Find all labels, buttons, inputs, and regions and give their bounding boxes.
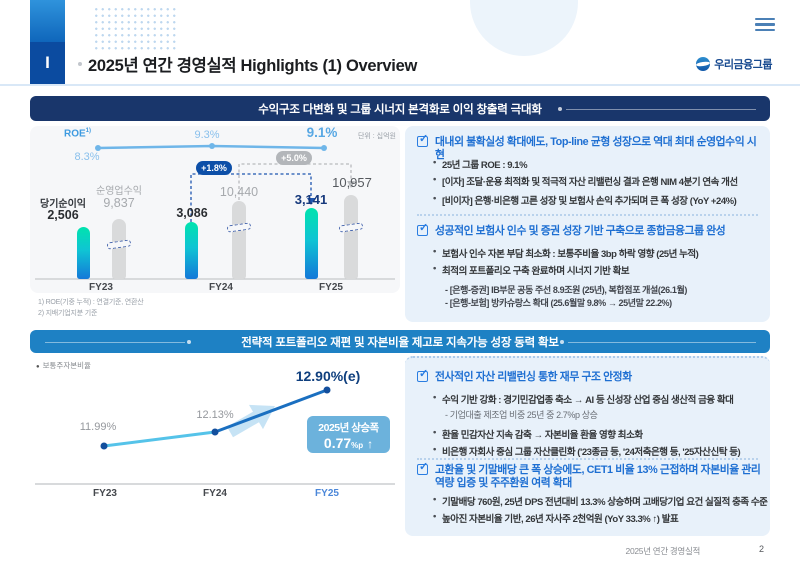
bullet: [이자] 조달·운용 최적화 및 적극적 자산 리밸런싱 결과 은행 NIM 4… [433,174,764,188]
roe-fy25: 9.1% [306,125,338,140]
page-number: 2 [758,544,764,554]
chart-panel-earnings [30,126,400,293]
rise-badge: 2025년 상승폭 0.77%p ↑ [307,416,390,453]
rise-badge-title: 2025년 상승폭 [318,422,379,434]
dot-pattern-decoration [93,6,177,53]
bar-revenue-fy23 [112,219,126,279]
section-tab-top [30,0,65,42]
cet1-fy24: 12.13% [196,409,234,421]
bullet: [비이자] 은행·비은행 고른 성장 및 보험사 손익 추가되며 큰 폭 성장 … [433,193,764,207]
badge-revenue-yoy: +5.0% [276,151,312,165]
series-revenue-label: 순영업수익 [96,186,142,197]
sub-bullet: - [은행-증권] IB부문 공동 주선 8.9조원 (25년), 복합점포 개… [445,285,687,295]
value-net-income-fy23: 2,506 [47,208,79,222]
series-net-income-label: 당기순이익 [40,199,86,210]
net-income-yoy-connector [190,173,312,222]
cat-fy25: FY25 [319,282,343,293]
bar-net-income-fy23 [77,227,90,279]
banner-deco-line [45,341,185,343]
value-net-income-fy24: 3,086 [176,206,208,220]
bullet: 비은행 자회사 중심 그룹 자산클린화 ('23종금 등, '24저축은행 등,… [433,444,764,458]
bullet: 환율 민감자산 지속 감축 → 자본비율 환율 영향 최소화 [433,427,764,441]
cat-fy24: FY24 [209,282,233,293]
sub-bullet: - 기업대출 제조업 비중 25년 중 2.7%p 상승 [445,410,598,420]
dotted-separator [417,458,758,460]
check-icon [417,460,428,475]
bullet: 보험사 인수 자본 부담 최소화 : 보통주비율 3bp 하락 영향 (25년 … [433,246,764,260]
badge-net-income-yoy: +1.8% [196,161,232,175]
highlight-panel-1: 대내외 불확실성 확대에도, Top-line 균형 성장으로 역대 최대 순영… [405,126,770,322]
footnote-1: 1) ROE(기중 누적) : 연결기준, 연환산 [38,299,144,306]
check-icon [417,221,428,236]
title-bullet-dot [78,62,82,66]
header-divider [0,84,800,86]
cat2-fy24: FY24 [203,488,227,499]
dotted-separator [417,214,758,216]
banner-section-1: 수익구조 다변화 및 그룹 시너지 본격화로 이익 창출력 극대화 [30,96,770,121]
bullet: 최적의 포트폴리오 구축 완료하며 시너지 기반 확보 [433,263,764,277]
cat2-fy25: FY25 [315,488,339,499]
banner-deco-dot [560,339,564,344]
cet1-fy23: 11.99% [79,421,117,433]
banner-2-title: 전략적 포트폴리오 재편 및 자본비율 제고로 지속가능 성장 동력 확보 [241,336,559,349]
earnings-chart-canvas [35,143,395,280]
cet1-fy25: 12.90%(e) [295,368,361,384]
roe-fy23: 8.3% [74,151,100,163]
roe-fy24: 9.3% [194,129,220,141]
check-icon [417,132,428,147]
bar-revenue-fy25 [344,195,358,279]
banner-section-2: 전략적 포트폴리오 재편 및 자본비율 제고로 지속가능 성장 동력 확보 [30,330,770,353]
cat2-fy23: FY23 [93,488,117,499]
cet1-chart-canvas [35,386,395,485]
cet1-line-seg1 [103,430,216,448]
highlight-panel-2: 전사적인 자산 리밸런싱 통한 재무 구조 안정화 수익 기반 강화 : 경기민… [405,356,770,536]
bullet: 수익 기반 강화 : 경기민감업종 축소 → AI 등 신성장 산업 중심 생산… [433,392,764,406]
banner-deco-dot [187,339,191,344]
section-number: I [30,42,65,84]
woori-emblem-icon [696,57,711,71]
footer-caption: 2025년 연간 경영실적 [625,546,701,556]
value-revenue-fy24: 10,440 [219,185,259,199]
bullet: 25년 그룹 ROE : 9.1% [433,157,764,171]
highlight-1-title: 대내외 불확실성 확대에도, Top-line 균형 성장으로 역대 최대 순영… [435,136,757,161]
banner-deco-line [568,341,756,343]
roe-axis-label: ROE1) [64,128,92,140]
section-tab: I [30,0,65,84]
footnote-2: 2) 지배기업지분 기준 [38,310,98,317]
unit-label: 단위 : 십억원 [357,133,396,140]
bullet: 높아진 자본비율 기반, 26년 자사주 2천억원 (YoY 33.3% ↑) … [433,511,764,525]
bar-net-income-fy24 [185,222,198,279]
cat-fy23: FY23 [89,282,113,293]
circle-decoration [470,0,578,56]
banner-1-title: 수익구조 다변화 및 그룹 시너지 본격화로 이익 창출력 극대화 [258,103,542,116]
highlight-4-title: 고환율 및 기말배당 큰 폭 상승에도, CET1 비율 13% 근접하며 자본… [435,464,761,489]
cet1-legend: 보통주자본비율 [36,360,91,371]
banner-deco-dot [558,106,562,111]
hamburger-menu-icon[interactable] [755,18,775,34]
highlight-3-title: 전사적인 자산 리밸런싱 통한 재무 구조 안정화 [435,371,632,383]
cet1-line-seg2 [214,388,328,434]
value-revenue-fy25: 10,957 [332,175,372,190]
company-logo: 우리금융그룹 [696,56,772,72]
bullet: 기말배당 760원, 25년 DPS 전년대비 13.3% 상승하며 고배당기업… [433,494,768,508]
up-arrow-icon: ↑ [367,437,374,451]
page-title: 2025년 연간 경영실적 Highlights (1) Overview [88,57,417,75]
bar-revenue-fy24 [232,201,246,279]
revenue-yoy-connector [238,163,352,200]
sub-bullet: - [은행-보험] 방카슈랑스 확대 (25.6월말 9.8% → 25년말 2… [445,298,672,308]
banner-deco-line [566,108,756,110]
value-revenue-fy23: 9,837 [103,196,135,210]
highlight-2-title: 성공적인 보험사 인수 및 증권 성장 기반 구축으로 종합금융그룹 완성 [435,225,726,237]
check-icon [417,367,428,382]
rise-badge-value: 0.77%p ↑ [323,435,374,451]
value-net-income-fy25: 3,141 [294,192,328,207]
bar-net-income-fy25 [305,208,318,279]
logo-text: 우리금융그룹 [714,59,772,71]
